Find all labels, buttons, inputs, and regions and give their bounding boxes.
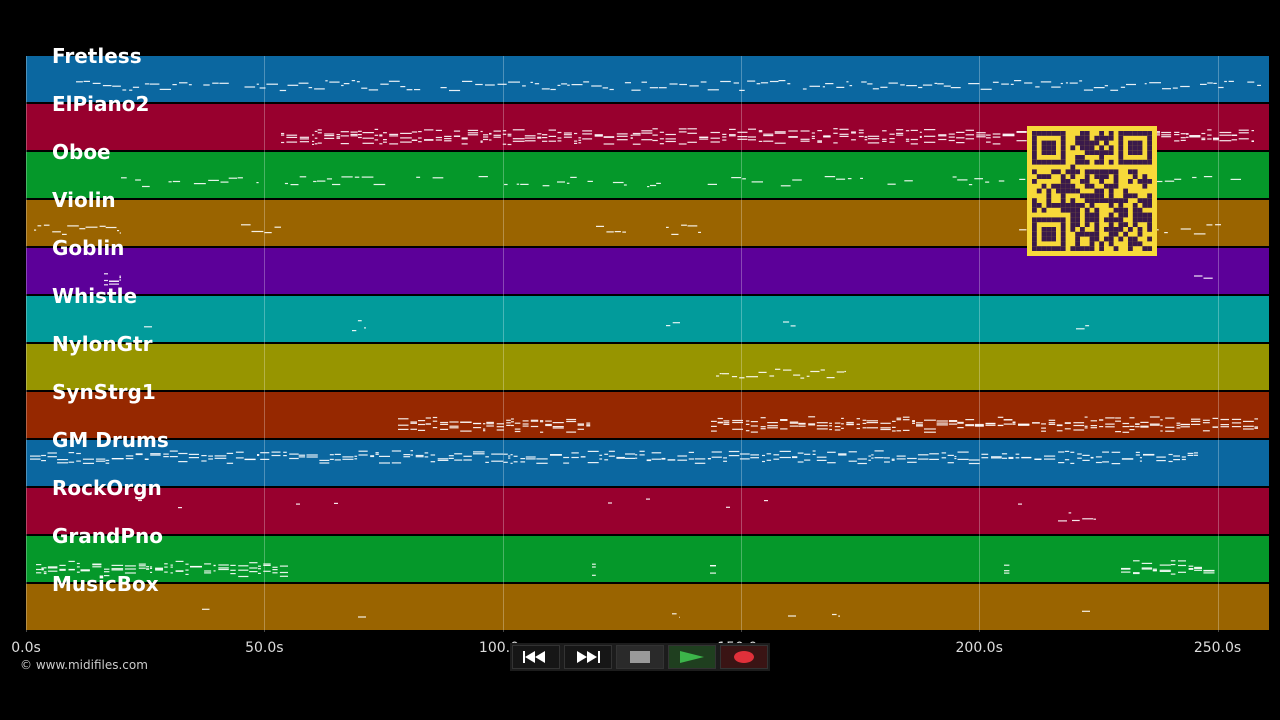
track-lane-rockorgn[interactable] — [26, 488, 1269, 534]
qr-code — [1027, 126, 1157, 256]
track-label: MusicBox — [52, 572, 159, 596]
track-notes — [716, 368, 846, 379]
fast-forward-icon — [577, 651, 600, 663]
play-button[interactable] — [668, 645, 716, 669]
track-lane-nylongtr[interactable] — [26, 344, 1269, 390]
track-lane-grandpno[interactable] — [26, 536, 1269, 582]
track-label: GM Drums — [52, 428, 169, 452]
track-notes — [202, 608, 1090, 618]
track-notes — [76, 80, 1261, 92]
track-notes — [104, 273, 1213, 286]
track-label: ElPiano2 — [52, 92, 150, 116]
track-label: SynStrg1 — [52, 380, 156, 404]
qr-code-image — [1032, 131, 1152, 251]
play-icon — [680, 651, 704, 663]
track-lane-musicbox[interactable] — [26, 584, 1269, 630]
tick-label: 200.0s — [955, 640, 1003, 656]
track-notes — [144, 320, 1090, 332]
tick-label: 0.0s — [11, 640, 41, 656]
record-button[interactable] — [720, 645, 768, 669]
track-label: Oboe — [52, 140, 111, 164]
track-lane-fretless[interactable] — [26, 56, 1269, 102]
copyright-text: © www.midifiles.com — [20, 658, 148, 672]
track-notes — [36, 560, 1215, 578]
track-notes — [138, 498, 1096, 522]
gridline — [1217, 56, 1219, 632]
tick-label: 50.0s — [245, 640, 284, 656]
rewind-button[interactable] — [512, 645, 560, 669]
track-lane-gm-drums[interactable] — [26, 440, 1269, 486]
track-label: Goblin — [52, 236, 125, 260]
track-label: GrandPno — [52, 524, 163, 548]
track-label: Violin — [52, 188, 116, 212]
fast-forward-button[interactable] — [564, 645, 612, 669]
stop-button[interactable] — [616, 645, 664, 669]
gridline — [979, 56, 981, 632]
track-notes — [30, 450, 1198, 465]
track-notes — [398, 416, 1258, 433]
record-icon — [734, 651, 754, 663]
gridline — [502, 56, 504, 632]
track-label: Whistle — [52, 284, 138, 308]
track-lane-synstrg1[interactable] — [26, 392, 1269, 438]
transport-bar — [510, 643, 770, 671]
gridline — [264, 56, 266, 632]
track-label: Fretless — [52, 44, 142, 68]
stop-icon — [630, 651, 650, 663]
rewind-icon — [523, 651, 545, 663]
tick-label: 250.0s — [1193, 640, 1242, 656]
gridline — [740, 56, 742, 632]
track-label: NylonGtr — [52, 332, 153, 356]
gridline — [26, 56, 27, 632]
track-lane-whistle[interactable] — [26, 296, 1269, 342]
track-label: RockOrgn — [52, 476, 162, 500]
